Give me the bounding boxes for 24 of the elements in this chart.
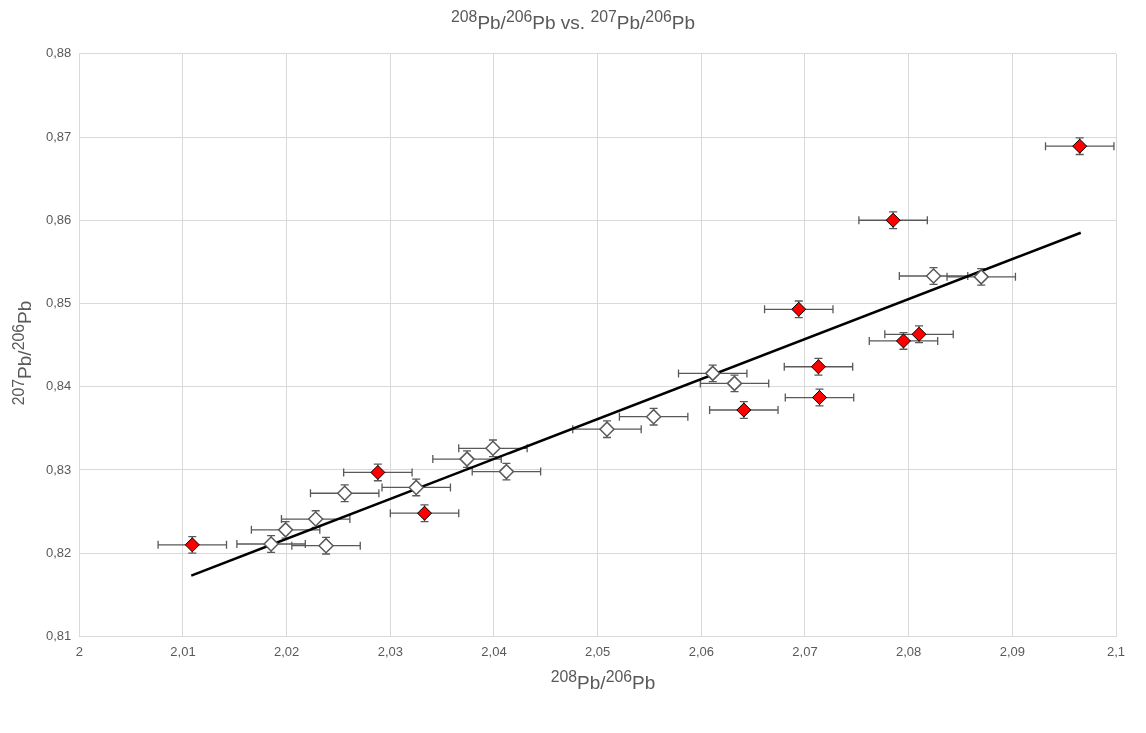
y-tick-label: 0,86 xyxy=(45,211,72,227)
x-tick-label: 2,01 xyxy=(170,643,196,659)
x-tick-label: 2,09 xyxy=(999,643,1025,659)
x-axis-title: $^{208}$Pb/$^{206}$Pb xyxy=(549,668,657,695)
x-tick-label: 2,06 xyxy=(688,643,714,659)
y-tick-label: 0,85 xyxy=(45,295,72,311)
x-tick-label: 2,04 xyxy=(481,643,507,659)
x-tick-label: 2,1 xyxy=(1106,643,1126,659)
point xyxy=(307,511,324,527)
y-tick-label: 0,82 xyxy=(45,544,72,560)
y-tick-label: 0,83 xyxy=(45,461,72,477)
x-tick-label: 2,05 xyxy=(584,643,611,659)
chart-title: $^{208}$Pb/$^{206}$Pb vs. $^{207}$Pb/$^{206}$Pb xyxy=(449,8,697,36)
x-tick-label: 2,08 xyxy=(896,643,922,659)
x-tick-label: 2,03 xyxy=(377,643,403,659)
y-tick-label: 0,87 xyxy=(45,128,72,144)
x-tick-label: 2,07 xyxy=(792,643,818,659)
x-tick-label: 2,02 xyxy=(273,643,300,659)
y-tick-label: 0,84 xyxy=(45,378,72,394)
y-tick-label: 0,88 xyxy=(45,45,72,61)
x-tick-label: 2 xyxy=(75,643,83,659)
point xyxy=(336,485,353,501)
y-tick-label: 0,81 xyxy=(45,627,72,643)
point xyxy=(704,365,721,382)
